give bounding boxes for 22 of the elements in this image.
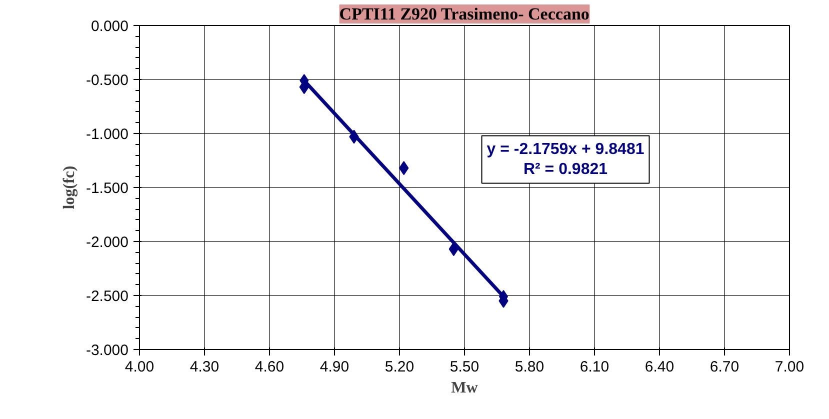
annotation: y = -2.1759x + 9.8481 R² = 0.9821 (486, 140, 644, 178)
chart-title: CPTI11 Z920 Trasimeno- Ceccano (339, 4, 590, 24)
x-tick-label: 4.90 (320, 358, 350, 376)
x-tick-label: 4.60 (254, 358, 284, 376)
y-tick-label: -1.500 (86, 180, 129, 197)
y-axis-title: log(fc) (60, 166, 78, 210)
x-tick-label: 4.30 (190, 358, 220, 376)
y-tick-label: 0.000 (90, 18, 129, 35)
x-tick-label: 5.20 (384, 358, 414, 376)
x-tick-label: 6.40 (644, 358, 674, 376)
x-tick-label: 5.80 (514, 358, 544, 376)
x-tick-label: 5.50 (450, 358, 480, 376)
x-axis-title: Mw (451, 380, 478, 396)
x-tick-label: 6.10 (580, 358, 610, 376)
x-tick-label: 6.70 (710, 358, 740, 376)
x-tick-label: 7.00 (774, 358, 804, 376)
x-tick-label: 4.00 (124, 358, 154, 376)
y-tick-label: -3.000 (86, 342, 129, 359)
y-tick-label: -0.500 (86, 72, 129, 89)
y-tick-label: -2.000 (86, 234, 129, 251)
y-tick-label: -2.500 (86, 288, 129, 305)
y-tick-label: -1.000 (86, 126, 129, 143)
